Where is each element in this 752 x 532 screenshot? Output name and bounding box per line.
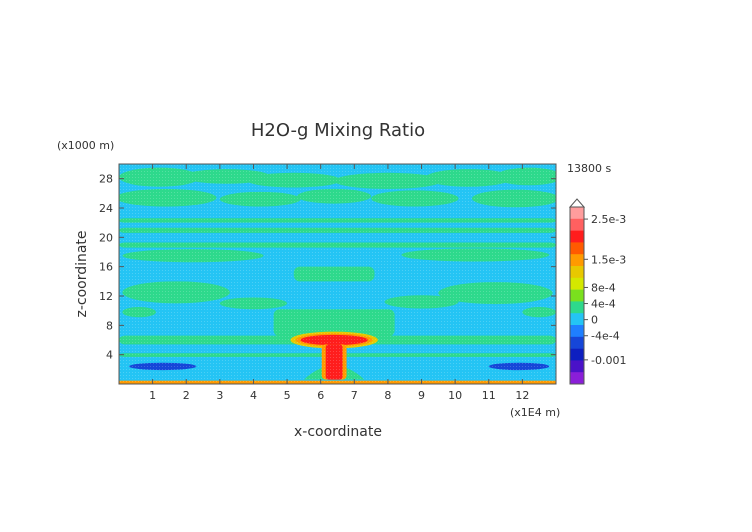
x-tick-label: 5 — [284, 389, 291, 402]
plot-area — [118, 163, 557, 385]
colorbar-level — [570, 325, 584, 338]
field-layer — [119, 164, 556, 384]
colorbar-label: 1.5e-3 — [591, 253, 626, 266]
x-tick-label: 9 — [418, 389, 425, 402]
grid-texture — [119, 164, 556, 384]
colorbar-level — [570, 360, 584, 373]
colorbar-level — [570, 301, 584, 314]
y-tick-label: 4 — [106, 349, 113, 362]
x-tick-label: 1 — [149, 389, 156, 402]
y-tick-label: 28 — [99, 173, 113, 186]
plot-frame — [118, 163, 557, 385]
y-tick-label: 16 — [99, 261, 113, 274]
x-tick-label: 7 — [351, 389, 358, 402]
x-tick-label: 8 — [384, 389, 391, 402]
x-tick-label: 6 — [317, 389, 324, 402]
colorbar-level — [570, 266, 584, 279]
colorbar-level — [570, 372, 584, 385]
colorbar-level — [570, 289, 584, 302]
colorbar-level — [570, 242, 584, 255]
y-unit-label: (x1000 m) — [57, 139, 114, 152]
y-tick-label: 8 — [106, 319, 113, 332]
chart-title: H2O-g Mixing Ratio — [251, 120, 425, 141]
y-axis-label: z-coordinate — [74, 230, 90, 317]
colorbar-level — [570, 254, 584, 267]
colorbar-label: 8e-4 — [591, 281, 616, 294]
time-label: 13800 s — [567, 162, 611, 175]
colorbar-label: -4e-4 — [591, 330, 620, 343]
y-tick-label: 12 — [99, 290, 113, 303]
colorbar-level — [570, 230, 584, 243]
y-axis: 4 8 12 16 20 24 28 — [99, 173, 556, 362]
colorbar-level — [570, 218, 584, 231]
y-tick-label: 20 — [99, 231, 113, 244]
x-axis-label: x-coordinate — [294, 424, 382, 440]
colorbar-label: -0.001 — [591, 354, 626, 367]
colorbar-level — [570, 348, 584, 361]
y-tick-label: 24 — [99, 202, 113, 215]
x-tick-label: 3 — [216, 389, 223, 402]
colorbar-level — [570, 336, 584, 349]
colorbar-frame — [569, 206, 585, 385]
colorbar-label: 0 — [591, 314, 598, 327]
x-tick-label: 4 — [250, 389, 257, 402]
x-tick-label: 2 — [183, 389, 190, 402]
colorbar: 2.5e-3 1.5e-3 8e-4 4e-4 0 -4e-4 -0.001 — [568, 198, 626, 385]
x-tick-label: 11 — [482, 389, 496, 402]
colorbar-level — [570, 313, 584, 326]
colorbar-label: 4e-4 — [591, 298, 616, 311]
x-unit-label: (x1E4 m) — [510, 406, 560, 419]
colorbar-level — [570, 277, 584, 290]
x-axis: 1 2 3 4 5 6 7 8 9 10 11 12 — [149, 164, 529, 402]
x-tick-label: 10 — [448, 389, 462, 402]
colorbar-level — [570, 207, 584, 220]
colorbar-arrow — [568, 198, 586, 208]
colorbar-label: 2.5e-3 — [591, 213, 626, 226]
x-tick-label: 12 — [515, 389, 529, 402]
